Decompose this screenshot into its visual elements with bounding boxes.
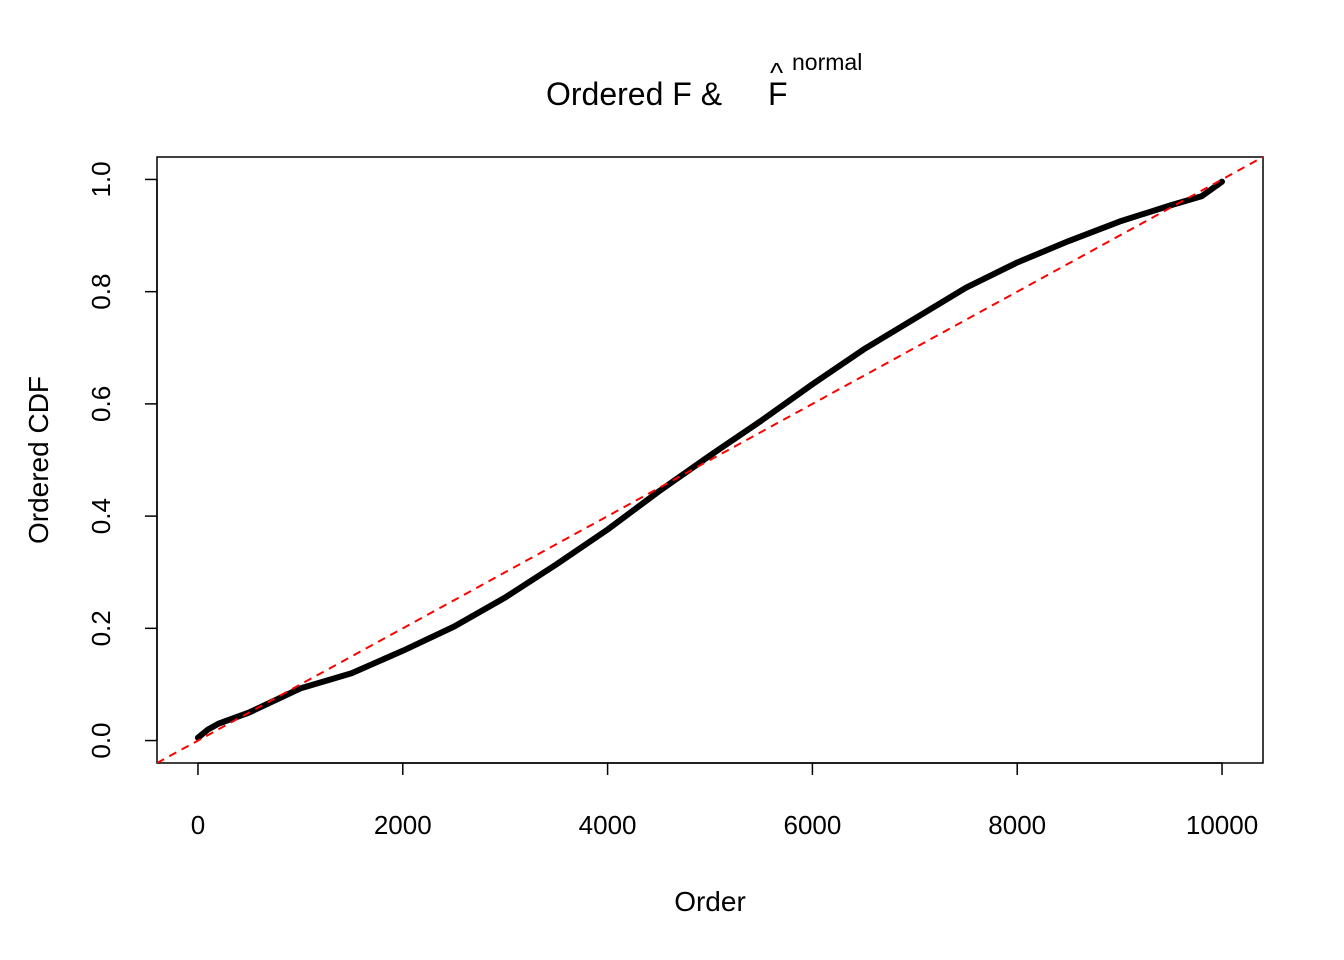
- y-axis-label: Ordered CDF: [23, 376, 54, 544]
- x-tick-label: 2000: [374, 810, 432, 840]
- x-tick-label: 4000: [579, 810, 637, 840]
- data-line: [194, 178, 1226, 741]
- y-tick-label: 0.0: [86, 722, 116, 758]
- x-tick-label: 0: [191, 810, 205, 840]
- title-symbol: F: [768, 76, 788, 112]
- chart-title: Ordered F &: [546, 76, 722, 112]
- x-tick-label: 8000: [988, 810, 1046, 840]
- y-tick-label: 0.8: [86, 274, 116, 310]
- title-accent: ^: [770, 57, 783, 88]
- x-axis-label: Order: [674, 886, 746, 917]
- x-tick-label: 10000: [1186, 810, 1258, 840]
- y-tick-label: 0.2: [86, 610, 116, 646]
- x-tick-label: 6000: [783, 810, 841, 840]
- reference-line: [157, 157, 1263, 763]
- y-tick-label: 1.0: [86, 161, 116, 197]
- y-tick-label: 0.6: [86, 386, 116, 422]
- y-tick-label: 0.4: [86, 498, 116, 534]
- plot-area: [157, 157, 1263, 763]
- title-superscript: normal: [792, 49, 862, 75]
